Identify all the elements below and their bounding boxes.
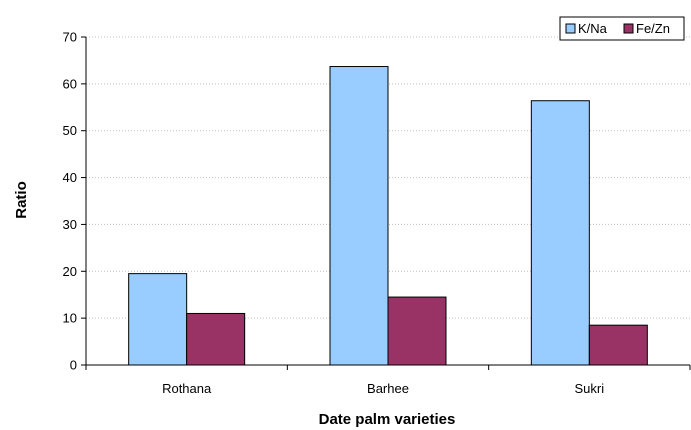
legend-box [559, 16, 685, 41]
y-tick-label: 10 [63, 311, 77, 326]
bar-k-na-rothana [128, 273, 188, 366]
y-tick-label: 60 [63, 76, 77, 91]
y-tick-label: 50 [63, 123, 77, 138]
y-tick-label: 40 [63, 170, 77, 185]
bar-fe-zn-barhee [387, 296, 447, 366]
bar-fe-zn-sukri [588, 324, 648, 366]
x-ticks: Rothana Barhee Sukri [85, 365, 691, 396]
x-tick-label: Rothana [162, 381, 212, 396]
y-ticks: 0 10 20 30 40 50 60 70 [63, 30, 86, 373]
y-tick-label: 0 [70, 358, 77, 373]
x-axis-title: Date palm varieties [319, 411, 456, 428]
y-tick-label: 20 [63, 264, 77, 279]
legend-label: K/Na [578, 21, 608, 36]
bar-k-na-barhee [329, 66, 389, 366]
y-axis-title: Ratio [13, 181, 30, 219]
x-tick-label: Barhee [367, 381, 409, 396]
y-tick-label: 70 [63, 30, 77, 45]
bar-fe-zn-rothana [186, 312, 246, 366]
bar-k-na-sukri [530, 100, 590, 366]
legend-label: Fe/Zn [636, 21, 670, 36]
legend-swatch [623, 23, 634, 34]
legend-swatch [565, 23, 576, 34]
y-tick-label: 30 [63, 217, 77, 232]
legend: K/Na Fe/Zn [559, 16, 685, 41]
bars [128, 66, 648, 366]
x-tick-label: Sukri [575, 381, 605, 396]
